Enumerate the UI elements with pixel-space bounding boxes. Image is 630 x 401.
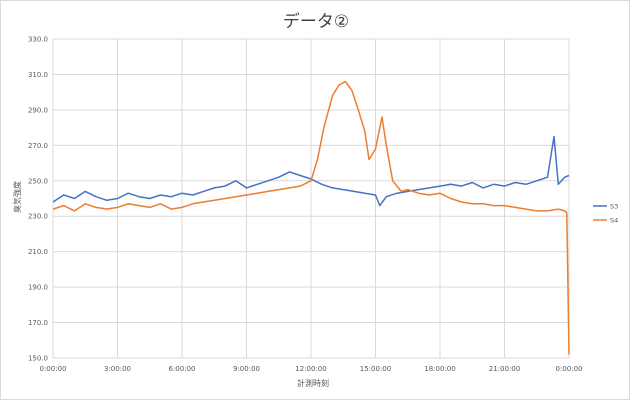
chart-title: データ② bbox=[283, 11, 349, 32]
x-tick-labels: 0:00:00 3:00:00 6:00:00 9:00:00 12:00:00 15:0… bbox=[40, 365, 583, 373]
x-tick-label: 6:00:00 bbox=[169, 365, 196, 373]
x-tick-label: 0:00:00 bbox=[40, 365, 67, 373]
x-tick-label: 0:00:00 bbox=[556, 365, 583, 373]
x-tick-label: 3:00:00 bbox=[104, 365, 131, 373]
y-tick-label: 250.0 bbox=[28, 177, 48, 185]
x-tick-label: 12:00:00 bbox=[295, 365, 326, 373]
series-line-s3 bbox=[52, 135, 570, 207]
y-tick-label: 330.0 bbox=[28, 36, 48, 44]
gridlines bbox=[52, 38, 570, 359]
y-tick-label: 230.0 bbox=[28, 213, 48, 221]
y-tick-label: 210.0 bbox=[28, 248, 48, 256]
y-tick-label: 150.0 bbox=[28, 355, 48, 363]
legend-label-s4: S4 bbox=[610, 217, 618, 225]
x-axis-label: 計測時刻 bbox=[297, 378, 329, 388]
legend-label-s3: S3 bbox=[610, 203, 618, 211]
x-tick-label: 15:00:00 bbox=[360, 365, 391, 373]
series-line-s4 bbox=[52, 80, 570, 355]
x-tick-label: 18:00:00 bbox=[424, 365, 455, 373]
y-tick-labels: 150.0 170.0 190.0 210.0 230.0 250.0 270.0 290.0… bbox=[28, 36, 48, 363]
series-lines bbox=[52, 80, 570, 355]
x-tick-label: 21:00:00 bbox=[489, 365, 520, 373]
y-tick-label: 270.0 bbox=[28, 142, 48, 150]
legend: S3 S4 bbox=[593, 203, 618, 225]
y-tick-label: 290.0 bbox=[28, 106, 48, 114]
x-tick-label: 9:00:00 bbox=[233, 365, 260, 373]
y-axis-label: 臭気強度 bbox=[12, 181, 22, 213]
y-tick-label: 190.0 bbox=[28, 284, 48, 292]
y-tick-label: 310.0 bbox=[28, 71, 48, 79]
y-tick-label: 170.0 bbox=[28, 319, 48, 327]
